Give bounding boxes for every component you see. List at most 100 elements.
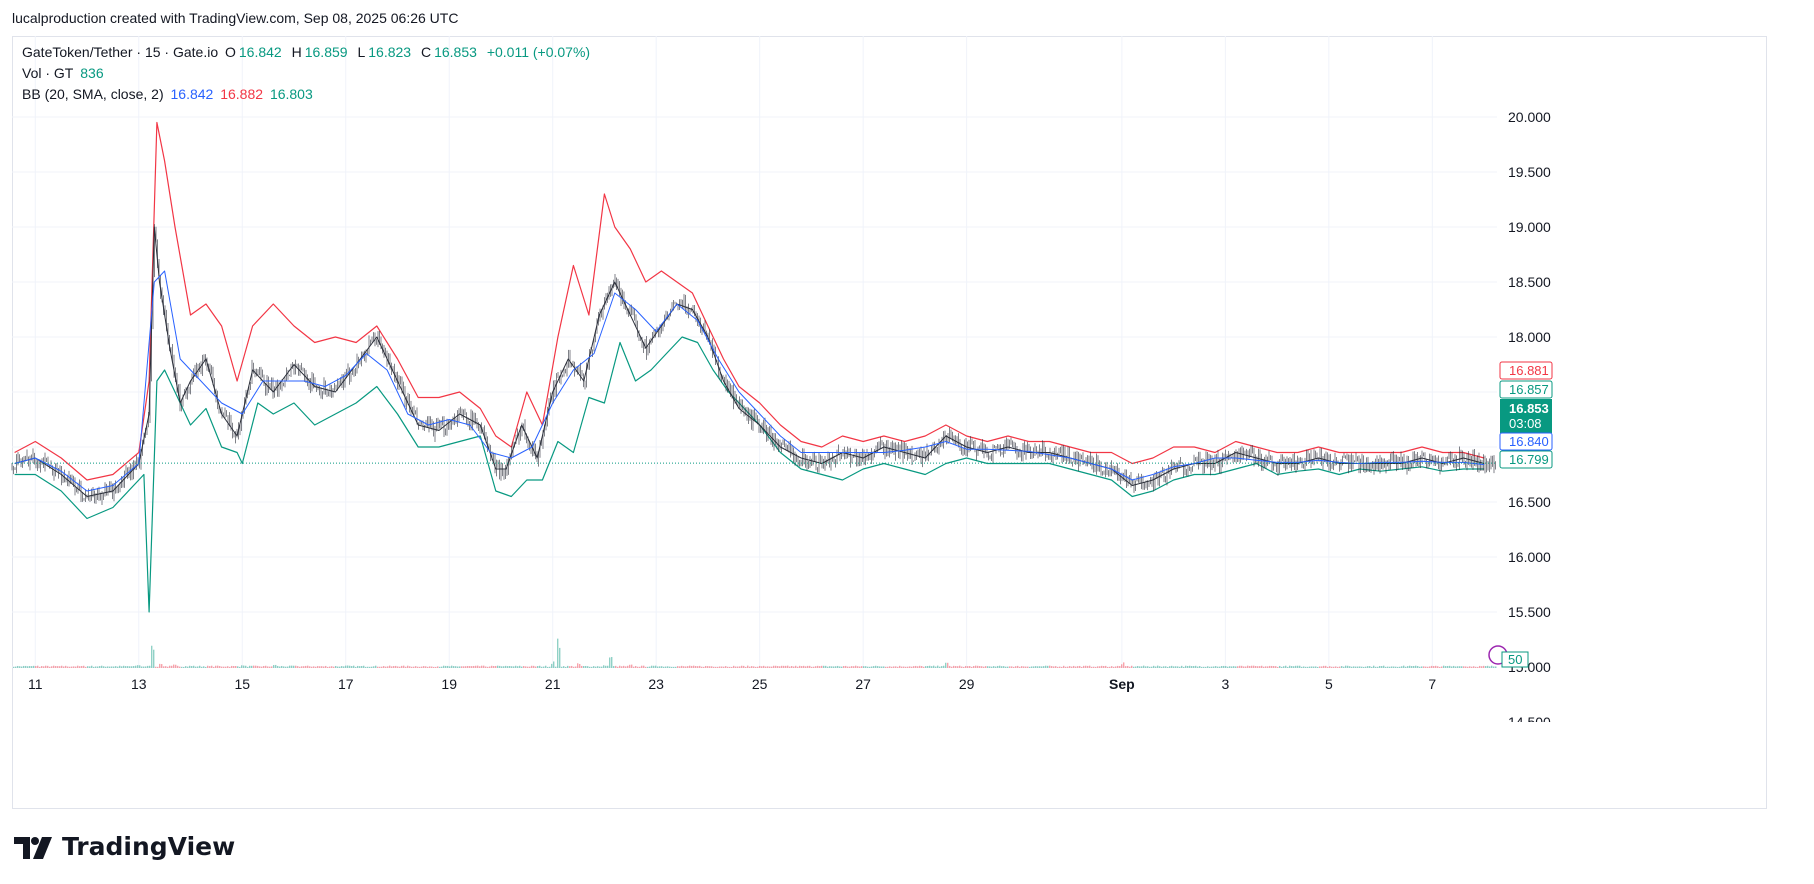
volume-bar [555, 666, 557, 668]
volume-bar [125, 666, 127, 668]
volume-bar [629, 664, 631, 668]
volume-bar [759, 665, 761, 668]
volume-bar [871, 666, 873, 668]
volume-bar [493, 666, 495, 668]
volume-bar [989, 666, 991, 668]
volume-bar [659, 666, 661, 668]
volume-bar [373, 666, 375, 668]
volume-bar [665, 666, 667, 668]
volume-bar [613, 666, 615, 668]
volume-bar [1335, 666, 1337, 668]
volume-bar [597, 666, 599, 668]
volume-bar [333, 666, 335, 668]
last-price-tag-box [1500, 399, 1552, 433]
volume-bar [779, 666, 781, 668]
volume-bar [1283, 666, 1285, 668]
volume-bar [1065, 666, 1067, 668]
volume-bar [1269, 665, 1271, 668]
volume-bar [783, 665, 785, 668]
volume-bar [761, 666, 763, 668]
volume-bar [605, 665, 607, 668]
volume-bar [1279, 665, 1281, 668]
volume-bar [937, 665, 939, 668]
volume-bar [79, 666, 81, 668]
volume-bar [375, 665, 377, 668]
volume-bar [1369, 666, 1371, 668]
volume-bar [1239, 665, 1241, 668]
volume-bar [105, 666, 107, 668]
volume-bar [365, 666, 367, 668]
volume-bar [149, 665, 151, 668]
volume-bar [1361, 666, 1363, 668]
volume-bar [645, 666, 647, 668]
volume-bar [567, 665, 569, 668]
chart-frame[interactable] [12, 36, 1767, 809]
volume-bar [1451, 666, 1453, 668]
volume-bar [479, 666, 481, 668]
volume-bar [1191, 666, 1193, 668]
volume-bar [1029, 666, 1031, 668]
volume-bar [13, 666, 15, 668]
volume-bar [1177, 666, 1179, 668]
volume-bar [679, 666, 681, 668]
volume-bar [861, 666, 863, 668]
volume-bar [923, 666, 925, 668]
volume-bar [319, 666, 321, 668]
volume-bar [1127, 665, 1129, 668]
volume-bar [355, 666, 357, 668]
volume-bar [1143, 665, 1145, 668]
volume-bar [1341, 666, 1343, 668]
volume-bar [1021, 666, 1023, 668]
volume-bar [499, 665, 501, 668]
volume-bar [403, 665, 405, 668]
volume-bar [1309, 666, 1311, 668]
x-tick-label: 19 [441, 676, 457, 692]
basis-tag: 16.840 [1509, 434, 1549, 449]
volume-bar [1457, 666, 1459, 668]
volume-bar [609, 657, 611, 668]
tradingview-logo[interactable]: TradingView [14, 832, 235, 861]
volume-bar [501, 666, 503, 668]
volume-bar [1297, 665, 1299, 668]
volume-bar [827, 666, 829, 668]
volume-bar [1295, 665, 1297, 668]
volume-bar [1333, 666, 1335, 668]
volume-bar [1047, 665, 1049, 668]
volume-bar [165, 666, 167, 668]
volume-bar [1401, 666, 1403, 668]
volume-bar [903, 666, 905, 668]
volume-bar [1495, 666, 1497, 668]
volume-bar [1303, 666, 1305, 668]
volume-bar [357, 665, 359, 668]
volume-bar [63, 666, 65, 668]
volume-bar [507, 666, 509, 668]
volume-bar [107, 666, 109, 668]
price-line [14, 226, 1485, 497]
volume-bar [1049, 665, 1051, 668]
volume-bar [883, 666, 885, 668]
volume-bar [865, 666, 867, 668]
volume-bar [1101, 665, 1103, 668]
volume-bar [503, 666, 505, 668]
volume-bar [289, 665, 291, 668]
high-value: H 16.859 [292, 44, 351, 60]
volume-bar [1327, 666, 1329, 668]
volume-bar [67, 666, 69, 668]
volume-bar [75, 666, 77, 668]
volume-bar [271, 666, 273, 668]
volume-bar [553, 661, 555, 668]
volume-bar [1323, 665, 1325, 668]
volume-bar [1435, 665, 1437, 668]
volume-bar [413, 666, 415, 668]
volume-bar [643, 665, 645, 668]
volume-bar [1403, 665, 1405, 668]
volume-bar [1069, 666, 1071, 668]
volume-bar [793, 666, 795, 668]
volume-bar [1079, 665, 1081, 668]
volume-tag: 50 [1508, 652, 1522, 667]
volume-bar [701, 666, 703, 668]
volume-bar [51, 666, 53, 668]
volume-bar [1103, 666, 1105, 668]
volume-bar [1229, 666, 1231, 668]
